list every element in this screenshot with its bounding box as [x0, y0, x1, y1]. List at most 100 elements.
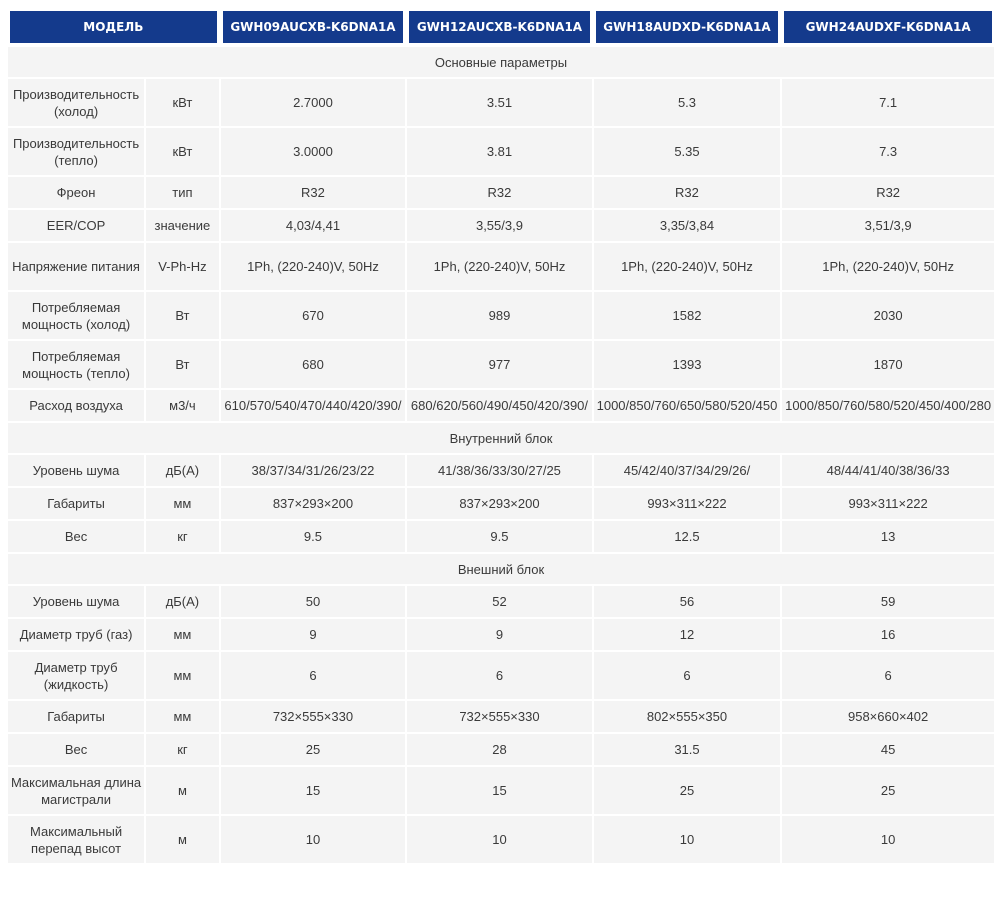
- row-value: 732×555×330: [220, 701, 406, 732]
- table-row: Вес кг 9.5 9.5 12.5 13: [8, 521, 994, 552]
- row-value: 25: [220, 734, 406, 765]
- row-unit: кВт: [146, 128, 219, 175]
- table-row: Производительность (тепло) кВт 3.0000 3.…: [8, 128, 994, 175]
- row-value: 15: [407, 767, 592, 814]
- row-value: R32: [782, 177, 994, 208]
- row-value: 6: [407, 652, 592, 699]
- row-value: 45: [782, 734, 994, 765]
- table-row: Потребляемая мощность (тепло) Вт 680 977…: [8, 341, 994, 388]
- row-value: 4,03/4,41: [220, 210, 406, 241]
- table-row: Габариты мм 732×555×330 732×555×330 802×…: [8, 701, 994, 732]
- row-label: Вес: [8, 521, 145, 552]
- row-value: 6: [593, 652, 781, 699]
- section-main: Основные параметры: [8, 47, 994, 77]
- row-value: 1393: [593, 341, 781, 388]
- row-value: 1Ph, (220-240)V, 50Hz: [782, 243, 994, 290]
- row-unit: дБ(А): [146, 586, 219, 617]
- row-label: Габариты: [8, 488, 145, 519]
- row-unit: Вт: [146, 341, 219, 388]
- row-value: 989: [407, 292, 592, 339]
- row-label: EER/COP: [8, 210, 145, 241]
- row-value: 1870: [782, 341, 994, 388]
- row-value: 25: [593, 767, 781, 814]
- row-value: 9.5: [220, 521, 406, 552]
- row-value: 10: [593, 816, 781, 863]
- row-unit: м: [146, 816, 219, 863]
- row-value: 3,51/3,9: [782, 210, 994, 241]
- header-model: МОДЕЛЬ: [8, 9, 219, 45]
- row-label: Вес: [8, 734, 145, 765]
- row-value: 837×293×200: [220, 488, 406, 519]
- row-value: 12: [593, 619, 781, 650]
- row-value: 802×555×350: [593, 701, 781, 732]
- row-value: 56: [593, 586, 781, 617]
- row-value: 7.3: [782, 128, 994, 175]
- row-value: 38/37/34/31/26/23/22: [220, 455, 406, 486]
- table-row: Диаметр труб (газ) мм 9 9 12 16: [8, 619, 994, 650]
- row-unit: V-Ph-Hz: [146, 243, 219, 290]
- row-value: 1000/850/760/580/520/450/400/280: [782, 390, 994, 421]
- row-value: 5.3: [593, 79, 781, 126]
- row-unit: дБ(А): [146, 455, 219, 486]
- row-value: 3,55/3,9: [407, 210, 592, 241]
- row-value: 837×293×200: [407, 488, 592, 519]
- row-unit: мм: [146, 619, 219, 650]
- section-outdoor: Внешний блок: [8, 554, 994, 584]
- row-unit: кг: [146, 734, 219, 765]
- row-value: 9: [407, 619, 592, 650]
- row-label: Производительность (холод): [8, 79, 145, 126]
- row-value: 670: [220, 292, 406, 339]
- row-value: 52: [407, 586, 592, 617]
- row-value: 6: [220, 652, 406, 699]
- table-row: Габариты мм 837×293×200 837×293×200 993×…: [8, 488, 994, 519]
- row-unit: м3/ч: [146, 390, 219, 421]
- row-value: 50: [220, 586, 406, 617]
- table-row: Производительность (холод) кВт 2.7000 3.…: [8, 79, 994, 126]
- row-value: 16: [782, 619, 994, 650]
- row-value: 28: [407, 734, 592, 765]
- header-model-4: GWH24AUDXF-K6DNA1A: [782, 9, 994, 45]
- row-value: 3.51: [407, 79, 592, 126]
- row-unit: мм: [146, 652, 219, 699]
- row-unit: кВт: [146, 79, 219, 126]
- table-row: Максимальный перепад высот м 10 10 10 10: [8, 816, 994, 863]
- row-unit: тип: [146, 177, 219, 208]
- row-unit: Вт: [146, 292, 219, 339]
- row-value: 48/44/41/40/38/36/33: [782, 455, 994, 486]
- row-label: Фреон: [8, 177, 145, 208]
- row-value: 610/570/540/470/440/420/390/: [220, 390, 406, 421]
- table-row: Уровень шума дБ(А) 50 52 56 59: [8, 586, 994, 617]
- row-label: Потребляемая мощность (холод): [8, 292, 145, 339]
- row-value: 13: [782, 521, 994, 552]
- row-label: Напряжение питания: [8, 243, 145, 290]
- row-value: 993×311×222: [782, 488, 994, 519]
- section-indoor: Внутренний блок: [8, 423, 994, 453]
- row-value: R32: [220, 177, 406, 208]
- row-value: 3.0000: [220, 128, 406, 175]
- row-unit: кг: [146, 521, 219, 552]
- row-value: 958×660×402: [782, 701, 994, 732]
- table-row: Уровень шума дБ(А) 38/37/34/31/26/23/22 …: [8, 455, 994, 486]
- row-value: 41/38/36/33/30/27/25: [407, 455, 592, 486]
- row-label: Максимальный перепад высот: [8, 816, 145, 863]
- row-label: Уровень шума: [8, 455, 145, 486]
- row-label: Диаметр труб (газ): [8, 619, 145, 650]
- row-value: 5.35: [593, 128, 781, 175]
- table-row: Расход воздуха м3/ч 610/570/540/470/440/…: [8, 390, 994, 421]
- table-row: Потребляемая мощность (холод) Вт 670 989…: [8, 292, 994, 339]
- table-row: Фреон тип R32 R32 R32 R32: [8, 177, 994, 208]
- row-label: Потребляемая мощность (тепло): [8, 341, 145, 388]
- header-model-3: GWH18AUDXD-K6DNA1A: [593, 9, 781, 45]
- row-value: 45/42/40/37/34/29/26/: [593, 455, 781, 486]
- table-row: EER/COP значение 4,03/4,41 3,55/3,9 3,35…: [8, 210, 994, 241]
- row-value: 15: [220, 767, 406, 814]
- row-value: 31.5: [593, 734, 781, 765]
- row-value: 732×555×330: [407, 701, 592, 732]
- row-unit: мм: [146, 488, 219, 519]
- table-row: Напряжение питания V-Ph-Hz 1Ph, (220-240…: [8, 243, 994, 290]
- row-label: Диаметр труб (жидкость): [8, 652, 145, 699]
- row-value: 2.7000: [220, 79, 406, 126]
- row-value: 6: [782, 652, 994, 699]
- row-value: 1000/850/760/650/580/520/450: [593, 390, 781, 421]
- row-value: 9.5: [407, 521, 592, 552]
